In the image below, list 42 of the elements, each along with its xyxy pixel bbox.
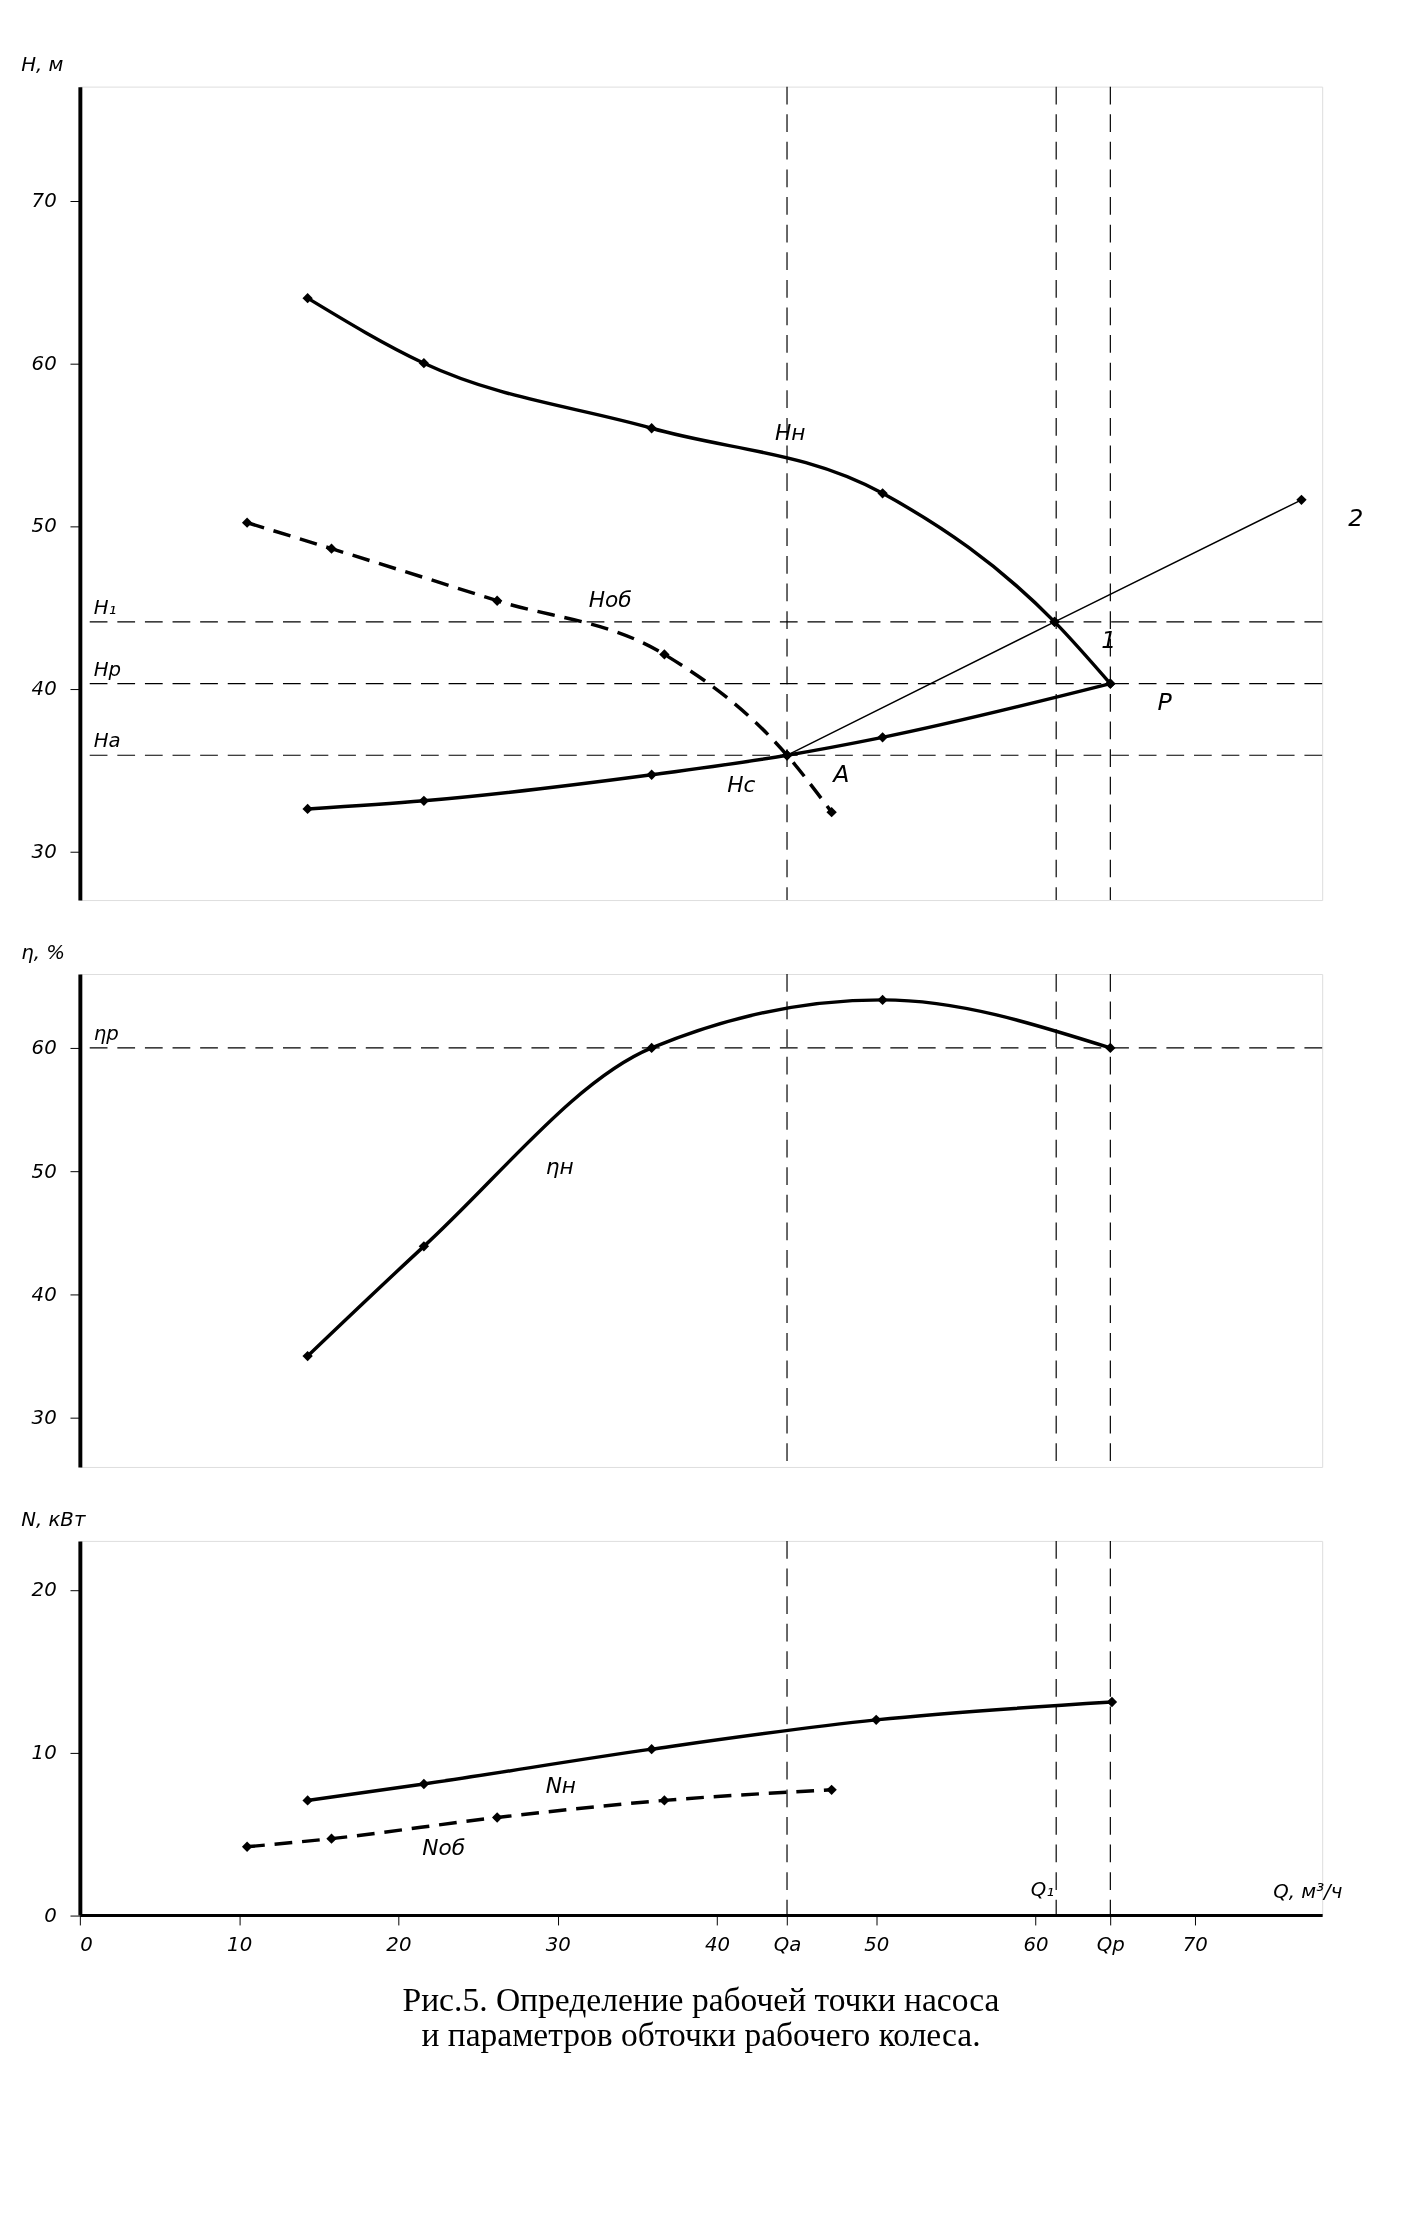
x-tick-label: 20 — [386, 1933, 412, 1957]
y-tick-label: 0 — [44, 1903, 57, 1927]
y-tick-label: 50 — [31, 1159, 57, 1183]
ref-line-label: H₁ — [93, 595, 117, 619]
annotation: 1 — [1101, 626, 1117, 655]
annotation: A — [831, 759, 850, 788]
y-tick-label: 40 — [31, 676, 57, 700]
y-axis-title: η, % — [21, 940, 65, 964]
x-tick-label: 40 — [704, 1933, 730, 1957]
x-tick-label: Qа — [773, 1933, 802, 1957]
x-tick-label: 70 — [1182, 1933, 1208, 1957]
text: Рис.5. Определение рабочей точки насоса и параметров обточки рабочего колеса. — [402, 1980, 1000, 2054]
y-tick-label: 60 — [31, 351, 57, 375]
x-tick-label: 30 — [545, 1933, 571, 1957]
series-label: Hоб — [588, 586, 632, 612]
y-tick-label: 40 — [31, 1282, 57, 1306]
x-tick-label: 50 — [864, 1933, 890, 1957]
x-tick-label: Qр — [1096, 1933, 1125, 1957]
annotation: P — [1157, 688, 1173, 717]
x-axis-title: Q, м³/ч — [1273, 1879, 1343, 1903]
ref-line-label: ηр — [93, 1022, 119, 1046]
x-tick-label: 10 — [227, 1933, 253, 1957]
x-tick-label: 0 — [80, 1933, 93, 1957]
series-label: Nн — [545, 1773, 577, 1799]
ref-line-label: Q₁ — [1030, 1878, 1055, 1902]
series-label: Hс — [727, 771, 756, 797]
y-tick-label: 20 — [31, 1578, 57, 1602]
y-tick-label: 10 — [31, 1740, 57, 1764]
series-label: Hн — [775, 420, 806, 446]
y-axis-title: N, кВт — [21, 1507, 86, 1531]
x-tick-label: 60 — [1023, 1933, 1049, 1957]
y-tick-label: 30 — [31, 1406, 57, 1430]
series-label: ηн — [545, 1153, 574, 1179]
y-axis-title: H, м — [21, 53, 64, 77]
annotation: 2 — [1348, 504, 1364, 533]
y-tick-label: 50 — [31, 514, 57, 538]
ref-line-label: Hр — [93, 657, 121, 681]
y-tick-label: 30 — [31, 839, 57, 863]
ref-line-label: Hа — [93, 729, 121, 753]
y-tick-label: 70 — [31, 188, 57, 212]
y-tick-label: 60 — [31, 1036, 57, 1060]
series-label: Nоб — [422, 1834, 466, 1860]
